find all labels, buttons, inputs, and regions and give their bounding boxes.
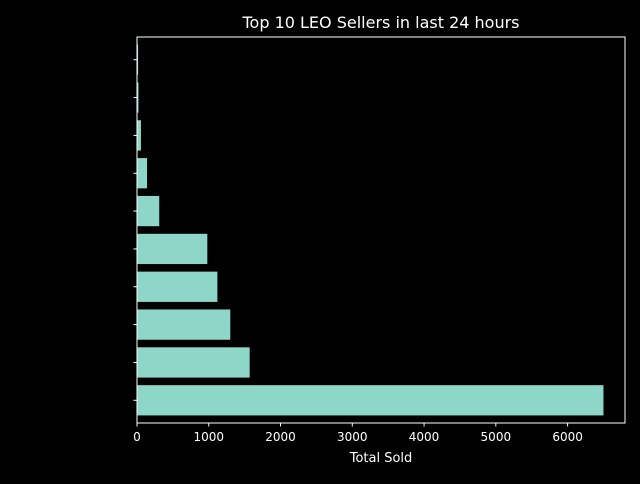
plot-frame bbox=[136, 36, 626, 424]
bar-5 bbox=[137, 233, 208, 265]
bar-2 bbox=[137, 347, 250, 378]
x-tick-label-6000: 6000 bbox=[552, 430, 583, 444]
bar-1 bbox=[137, 385, 604, 416]
x-tick-label-2000: 2000 bbox=[265, 430, 296, 444]
x-ticks-layer: 0 1000 2000 3000 4000 5000 6000 bbox=[133, 423, 583, 444]
bar-4 bbox=[137, 271, 218, 302]
bar-10 bbox=[137, 44, 139, 75]
x-tick-label-1000: 1000 bbox=[193, 430, 224, 444]
x-tick-label-4000: 4000 bbox=[409, 430, 440, 444]
bar-7 bbox=[137, 158, 148, 189]
bars-layer bbox=[137, 44, 604, 416]
bar-3 bbox=[137, 309, 231, 340]
x-tick-label-3000: 3000 bbox=[337, 430, 368, 444]
y-ticks-layer bbox=[133, 59, 137, 401]
x-tick-label-0: 0 bbox=[133, 430, 141, 444]
x-tick-label-5000: 5000 bbox=[481, 430, 512, 444]
x-axis-label: Total Sold bbox=[349, 451, 413, 466]
bar-6 bbox=[137, 195, 160, 227]
bar-9 bbox=[137, 82, 139, 113]
chart-title: Top 10 LEO Sellers in last 24 hours bbox=[241, 13, 519, 32]
bar-8 bbox=[137, 120, 141, 151]
